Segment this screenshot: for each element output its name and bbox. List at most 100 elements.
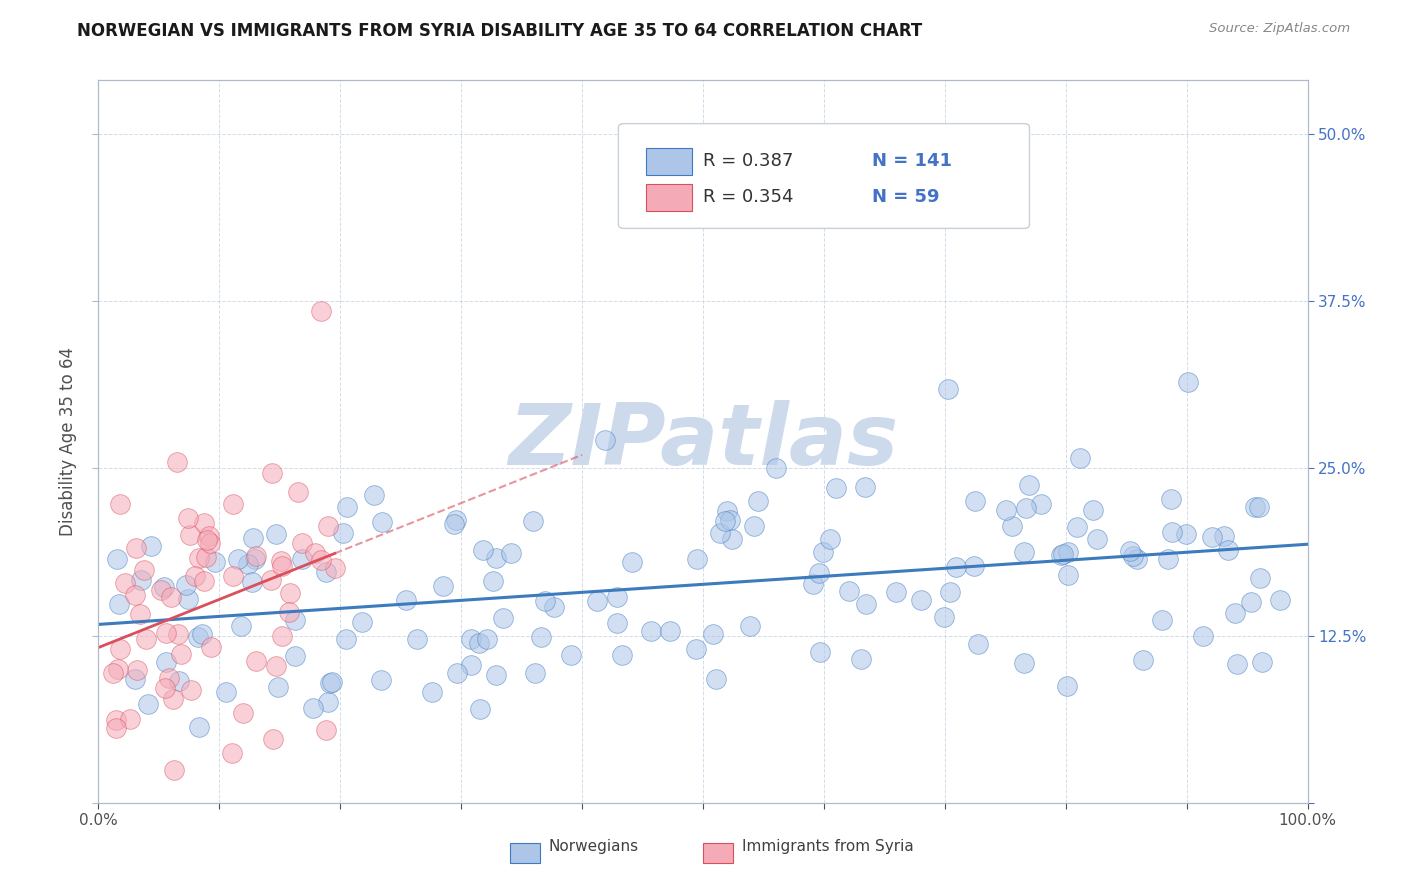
Point xyxy=(309,303,332,318)
Point xyxy=(1268,592,1291,607)
Point xyxy=(167,627,190,641)
Point xyxy=(270,554,292,568)
Point xyxy=(134,563,156,577)
Point xyxy=(938,584,960,599)
Point xyxy=(1243,500,1265,515)
Point xyxy=(129,573,152,587)
Point xyxy=(107,662,129,676)
Point xyxy=(1057,568,1080,582)
Point xyxy=(176,591,198,606)
Point xyxy=(849,652,872,666)
Point xyxy=(124,672,146,686)
Point xyxy=(702,627,724,641)
Point xyxy=(105,722,128,736)
Point xyxy=(1160,491,1182,506)
Point xyxy=(1177,376,1199,390)
Point xyxy=(260,467,283,481)
FancyBboxPatch shape xyxy=(509,843,540,863)
Point xyxy=(222,568,245,582)
Point xyxy=(593,433,616,447)
Point xyxy=(221,746,243,760)
Point xyxy=(190,626,212,640)
Point xyxy=(228,552,250,566)
Point xyxy=(179,528,201,542)
Point xyxy=(301,701,323,715)
Point xyxy=(187,630,209,644)
Point xyxy=(994,503,1017,517)
Point xyxy=(910,593,932,607)
Point xyxy=(242,531,264,545)
Point xyxy=(195,533,218,547)
Point xyxy=(963,558,986,573)
Point xyxy=(482,574,505,588)
Point xyxy=(714,514,737,528)
Point xyxy=(765,461,787,475)
Point xyxy=(290,552,312,566)
Point xyxy=(1056,679,1078,693)
Point xyxy=(1014,657,1036,671)
Point xyxy=(162,692,184,706)
Point xyxy=(460,658,482,673)
Point xyxy=(180,682,202,697)
Point xyxy=(284,613,307,627)
Text: Source: ZipAtlas.com: Source: ZipAtlas.com xyxy=(1209,22,1350,36)
Point xyxy=(1126,551,1149,566)
Point xyxy=(1122,549,1144,564)
Point xyxy=(718,513,741,527)
Point xyxy=(266,680,288,694)
Point xyxy=(260,573,283,587)
Point xyxy=(606,616,628,631)
Point xyxy=(820,533,842,547)
Point xyxy=(1014,501,1036,516)
Point xyxy=(444,513,467,527)
Point xyxy=(967,637,990,651)
Text: N = 141: N = 141 xyxy=(872,153,952,170)
Point xyxy=(316,519,339,533)
Point xyxy=(738,619,761,633)
Point xyxy=(1057,545,1080,559)
Point xyxy=(932,610,955,624)
FancyBboxPatch shape xyxy=(647,184,692,211)
Point xyxy=(855,597,877,611)
Point xyxy=(174,578,197,592)
Point xyxy=(363,488,385,502)
Point xyxy=(240,574,263,589)
Point xyxy=(177,511,200,525)
Point xyxy=(965,494,987,508)
Point xyxy=(136,697,159,711)
Point xyxy=(163,763,186,777)
Text: R = 0.387: R = 0.387 xyxy=(703,153,793,170)
Point xyxy=(215,685,238,699)
FancyBboxPatch shape xyxy=(619,124,1029,228)
Point xyxy=(321,674,343,689)
Point xyxy=(472,543,495,558)
FancyBboxPatch shape xyxy=(703,843,734,863)
Point xyxy=(193,516,215,531)
Point xyxy=(485,668,508,682)
Point xyxy=(1069,450,1091,465)
Point xyxy=(1012,545,1035,559)
Point xyxy=(1192,629,1215,643)
Point xyxy=(522,515,544,529)
Point xyxy=(105,714,128,728)
Point xyxy=(560,648,582,663)
Point xyxy=(808,645,831,659)
Point xyxy=(1157,552,1180,566)
Point xyxy=(621,555,644,569)
Point xyxy=(1018,478,1040,492)
Point xyxy=(198,536,221,550)
Point xyxy=(124,588,146,602)
Text: ZIPatlas: ZIPatlas xyxy=(508,400,898,483)
Point xyxy=(315,565,337,579)
Point xyxy=(184,569,207,583)
Point xyxy=(1085,532,1108,546)
Point xyxy=(370,673,392,688)
Point xyxy=(1240,595,1263,609)
Point xyxy=(309,552,332,566)
Point xyxy=(1050,548,1073,562)
Point xyxy=(157,672,180,686)
Point xyxy=(278,586,301,600)
Point xyxy=(1223,606,1246,620)
Point xyxy=(716,504,738,518)
Point xyxy=(468,702,491,716)
